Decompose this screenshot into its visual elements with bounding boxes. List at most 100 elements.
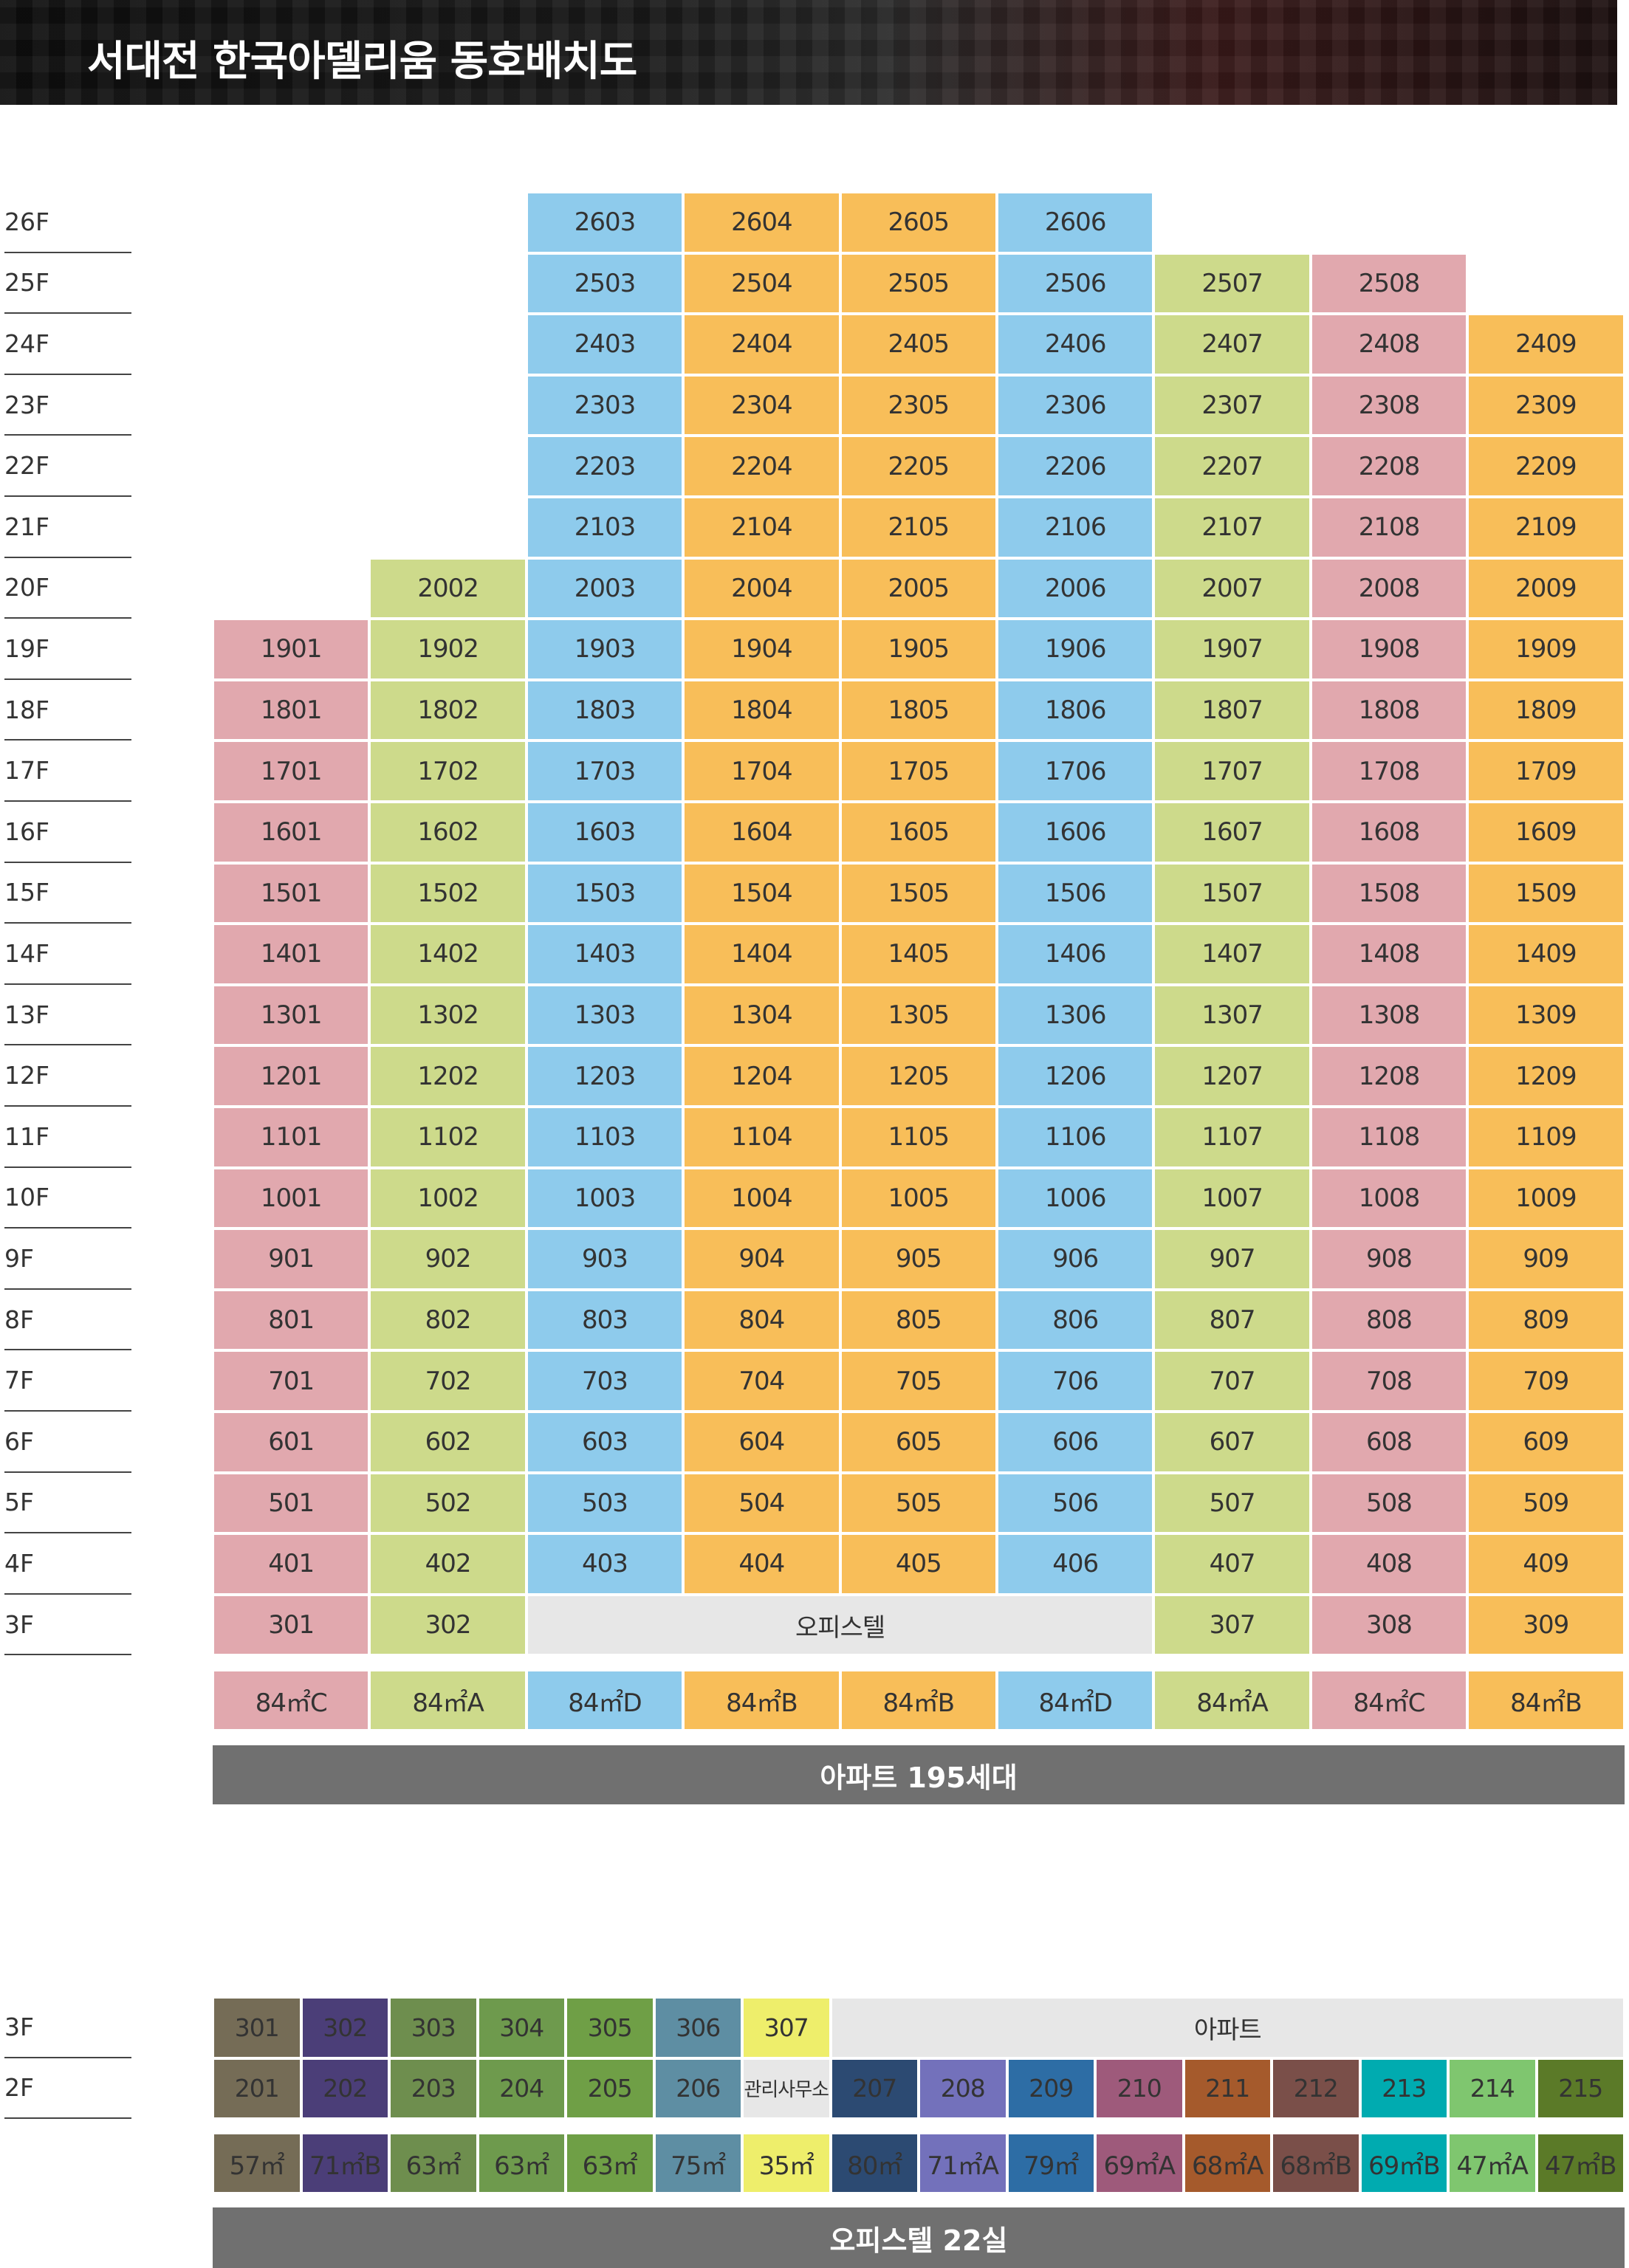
unit-cell: 1101	[213, 1107, 370, 1168]
unit-cell: 808	[1310, 1289, 1468, 1351]
unit-cell: 2405	[840, 314, 997, 375]
unit-cell: 403	[526, 1533, 684, 1595]
unit-cell: 1103	[526, 1107, 684, 1168]
floor-label: 25F	[4, 253, 131, 315]
unit-type-label: 84㎡A	[1153, 1670, 1311, 1731]
floor-label: 9F	[4, 1228, 131, 1290]
unit-cell: 307	[1153, 1594, 1311, 1656]
unit-cell: 409	[1467, 1533, 1625, 1595]
unit-cell: 703	[526, 1350, 684, 1412]
unit-type-label: 68㎡B	[1272, 2133, 1360, 2193]
unit-cell: 1006	[997, 1167, 1154, 1229]
unit-cell: 806	[997, 1289, 1154, 1351]
unit-cell: 401	[213, 1533, 370, 1595]
unit-type-label: 69㎡A	[1095, 2133, 1184, 2193]
unit-cell: 2305	[840, 374, 997, 436]
unit-cell: 904	[683, 1228, 840, 1290]
unit-cell: 1406	[997, 924, 1154, 985]
unit-cell: 2504	[683, 252, 840, 315]
officetel-unit-cell: 202	[301, 2058, 389, 2120]
floor-label: 3F	[4, 1595, 131, 1656]
unit-cell: 905	[840, 1228, 997, 1290]
unit-cell: 2003	[526, 557, 684, 619]
unit-cell: 2207	[1153, 436, 1311, 497]
unit-cell: 1806	[997, 679, 1154, 741]
unit-cell: 1608	[1310, 802, 1468, 863]
unit-cell: 1104	[683, 1107, 840, 1168]
unit-cell: 603	[526, 1412, 684, 1473]
unit-cell: 1605	[840, 802, 997, 863]
unit-cell: 503	[526, 1472, 684, 1534]
unit-cell: 2304	[683, 374, 840, 436]
officetel-unit-cell: 210	[1095, 2058, 1184, 2120]
unit-cell: 2203	[526, 436, 684, 497]
unit-cell: 1509	[1467, 862, 1625, 924]
unit-cell: 2505	[840, 252, 997, 315]
unit-cell: 309	[1467, 1594, 1625, 1656]
unit-cell: 1408	[1310, 924, 1468, 985]
unit-cell: 605	[840, 1412, 997, 1473]
unit-cell: 2206	[997, 436, 1154, 497]
unit-cell: 903	[526, 1228, 684, 1290]
unit-cell: 2108	[1310, 497, 1468, 558]
unit-cell: 1808	[1310, 679, 1468, 741]
unit-cell: 509	[1467, 1472, 1625, 1534]
floor-label: 4F	[4, 1533, 131, 1595]
unit-cell: 1008	[1310, 1167, 1468, 1229]
unit-type-label: 75㎡	[654, 2133, 742, 2193]
unit-cell: 805	[840, 1289, 997, 1351]
unit-cell: 907	[1153, 1228, 1311, 1290]
unit-cell: 901	[213, 1228, 370, 1290]
unit-cell: 1009	[1467, 1167, 1625, 1229]
unit-cell: 2008	[1310, 557, 1468, 619]
apartment-summary-bar: 아파트 195세대	[213, 1745, 1625, 1804]
unit-cell: 2404	[683, 314, 840, 375]
unit-cell: 1208	[1310, 1045, 1468, 1107]
unit-cell: 1902	[369, 619, 527, 680]
unit-cell: 2006	[997, 557, 1154, 619]
unit-cell: 1105	[840, 1107, 997, 1168]
unit-cell: 1803	[526, 679, 684, 741]
floor-label: 3F	[4, 1997, 131, 2058]
officetel-unit-cell: 305	[566, 1997, 654, 2058]
unit-type-label: 84㎡A	[369, 1670, 527, 1731]
unit-cell: 606	[997, 1412, 1154, 1473]
officetel-unit-cell: 205	[566, 2058, 654, 2120]
unit-cell: 607	[1153, 1412, 1311, 1473]
unit-cell: 2605	[840, 192, 997, 253]
unit-cell: 1706	[997, 740, 1154, 802]
floor-label: 10F	[4, 1168, 131, 1229]
unit-cell: 501	[213, 1472, 370, 1534]
unit-cell: 1301	[213, 984, 370, 1046]
unit-type-label: 69㎡B	[1359, 2133, 1448, 2193]
unit-cell: 2507	[1153, 252, 1311, 315]
unit-type-label: 79㎡	[1006, 2133, 1095, 2193]
unit-type-label: 47㎡B	[1536, 2133, 1625, 2193]
unit-cell: 1401	[213, 924, 370, 985]
unit-cell: 1901	[213, 619, 370, 680]
unit-cell: 1801	[213, 679, 370, 741]
floor-label: 6F	[4, 1412, 131, 1473]
unit-cell: 1305	[840, 984, 997, 1046]
unit-cell: 1703	[526, 740, 684, 802]
unit-type-label: 35㎡	[742, 2133, 831, 2193]
unit-cell: 1003	[526, 1167, 684, 1229]
officetel-unit-cell: 211	[1183, 2058, 1272, 2120]
officetel-unit-cell: 214	[1448, 2058, 1537, 2120]
unit-cell: 1606	[997, 802, 1154, 863]
unit-cell: 906	[997, 1228, 1154, 1290]
officetel-area-cell: 오피스텔	[526, 1594, 1154, 1656]
floor-label: 7F	[4, 1350, 131, 1412]
unit-cell: 1107	[1153, 1107, 1311, 1168]
unit-cell: 809	[1467, 1289, 1625, 1351]
unit-cell: 2508	[1310, 252, 1468, 315]
unit-cell: 1604	[683, 802, 840, 863]
unit-cell: 707	[1153, 1350, 1311, 1412]
unit-cell: 701	[213, 1350, 370, 1412]
officetel-unit-cell: 207	[830, 2058, 919, 2120]
unit-cell: 1007	[1153, 1167, 1311, 1229]
unit-cell: 1309	[1467, 984, 1625, 1046]
unit-cell: 2503	[526, 252, 684, 315]
floor-label: 5F	[4, 1473, 131, 1534]
unit-cell: 502	[369, 1472, 527, 1534]
